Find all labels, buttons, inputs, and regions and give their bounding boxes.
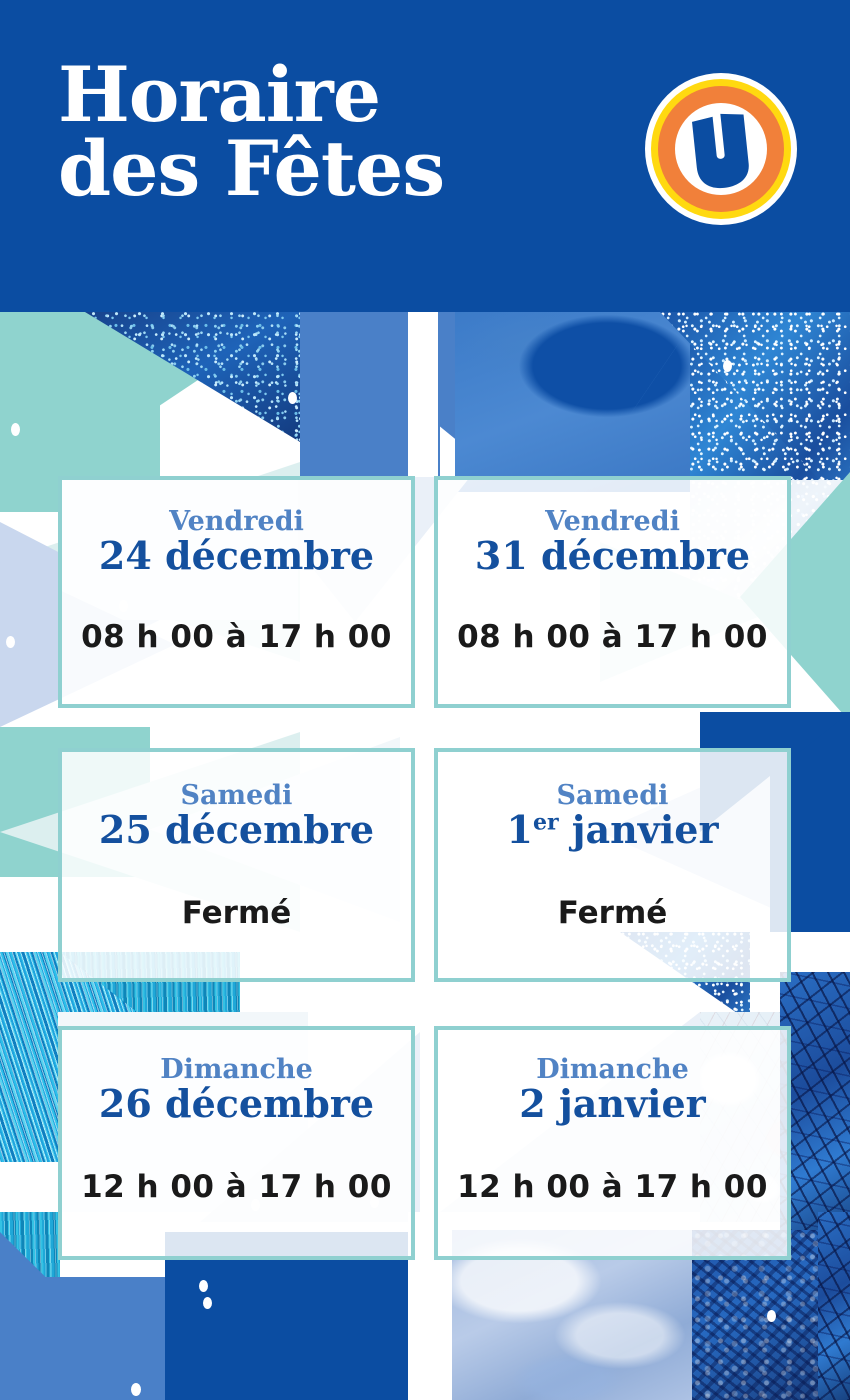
card-hours-label: 12 h 00 à 17 h 00	[457, 1168, 768, 1205]
card-date-label: 25 décembre	[98, 807, 375, 852]
dot	[45, 920, 54, 932]
card-date-label: 1er janvier	[506, 807, 719, 852]
card-date-ordinal: 1	[506, 807, 533, 852]
schedule-card-5[interactable]: Dimanche 26 décembre 12 h 00 à 17 h 00	[58, 1026, 415, 1260]
u-roundel-logo	[645, 73, 797, 225]
card-date-rest: janvier	[558, 807, 719, 852]
card-date-label: 31 décembre	[474, 533, 751, 578]
dot	[199, 1280, 208, 1292]
card-day-label: Vendredi	[169, 506, 304, 537]
dot	[723, 360, 732, 372]
card-hours-label: 08 h 00 à 17 h 00	[457, 618, 768, 655]
schedule-card-6[interactable]: Dimanche 2 janvier 12 h 00 à 17 h 00	[434, 1026, 791, 1260]
dot	[6, 636, 15, 648]
dot	[131, 1383, 141, 1396]
card-hours-label: 12 h 00 à 17 h 00	[81, 1168, 392, 1205]
logo-inner-circle	[675, 103, 767, 195]
card-day-label: Vendredi	[545, 506, 680, 537]
page-title-line-2: des Fêtes	[58, 123, 445, 213]
card-day-label: Dimanche	[160, 1054, 313, 1085]
bg-tile-bluemid-e	[0, 1277, 170, 1400]
logo-yellow-ring	[651, 79, 791, 219]
bg-tile-crack-e	[818, 1212, 850, 1400]
card-day-label: Samedi	[180, 780, 293, 811]
card-date-label: 24 décembre	[98, 533, 375, 578]
card-date-label: 2 janvier	[519, 1081, 706, 1126]
card-day-label: Samedi	[556, 780, 669, 811]
dot	[203, 1297, 212, 1309]
page-title: Horaire des Fêtes	[58, 57, 578, 213]
card-date-superscript: er	[532, 809, 559, 836]
logo-letter-u-icon	[692, 113, 749, 189]
schedule-card-3[interactable]: Samedi 25 décembre Fermé	[58, 748, 415, 982]
card-date-label: 26 décembre	[98, 1081, 375, 1126]
poster-header: Horaire des Fêtes	[0, 0, 850, 312]
schedule-card-1[interactable]: Vendredi 24 décembre 08 h 00 à 17 h 00	[58, 476, 415, 708]
card-hours-label: 08 h 00 à 17 h 00	[81, 618, 392, 655]
dot	[288, 392, 297, 404]
card-hours-label: Fermé	[181, 894, 292, 931]
schedule-card-4[interactable]: Samedi 1er janvier Fermé	[434, 748, 791, 982]
dot	[767, 1310, 776, 1322]
card-hours-label: Fermé	[557, 894, 668, 931]
card-day-label: Dimanche	[536, 1054, 689, 1085]
dot	[11, 423, 20, 436]
logo-orange-ring	[658, 86, 784, 212]
bg-tile-crack-d	[780, 972, 850, 1242]
bg-tile-bluedark-e	[165, 1232, 408, 1400]
page-title-line-1: Horaire	[58, 50, 381, 139]
schedule-card-2[interactable]: Vendredi 31 décembre 08 h 00 à 17 h 00	[434, 476, 791, 708]
